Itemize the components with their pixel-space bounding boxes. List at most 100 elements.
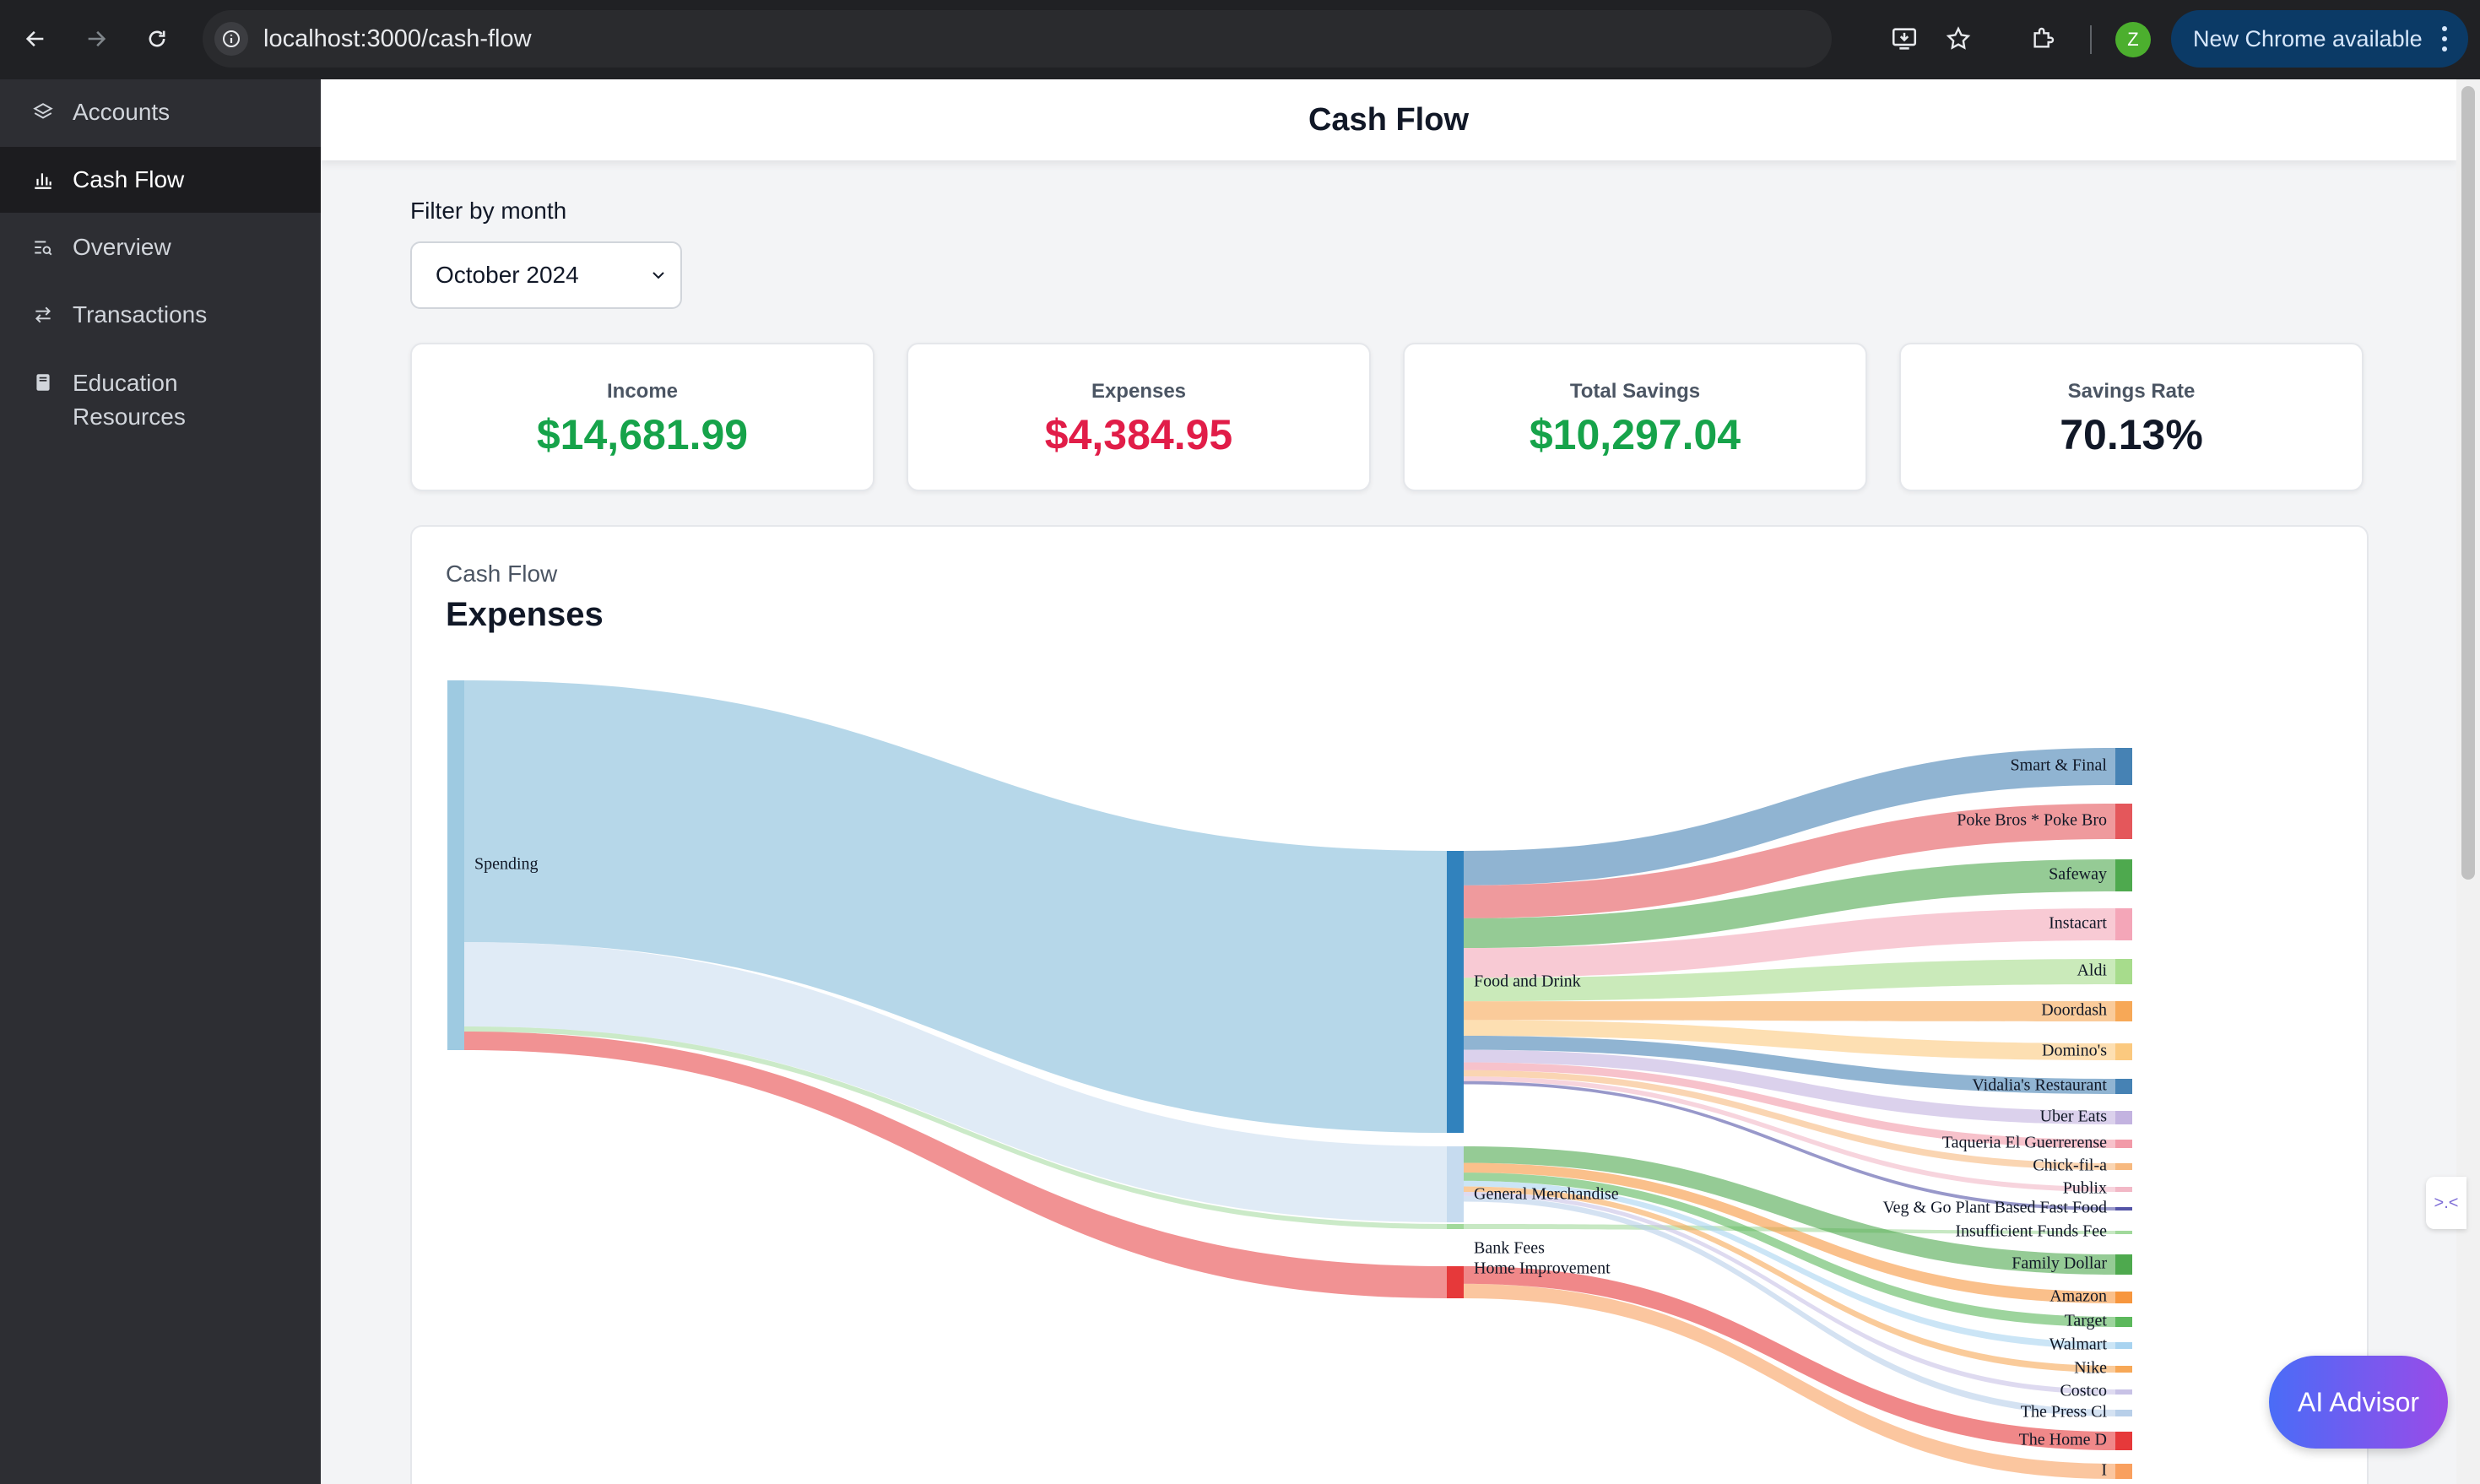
- sankey-node-publix[interactable]: [2115, 1187, 2132, 1192]
- sankey-link-taqueria-el-guerrerense: [1464, 1062, 2115, 1148]
- total-savings-card: Total Savings $10,297.04: [1403, 343, 1867, 491]
- stat-value: $10,297.04: [1529, 411, 1741, 458]
- sankey-link-the-home-d: [1464, 1266, 2115, 1450]
- sankey-link-amazon: [1464, 1162, 2115, 1303]
- forward-arrow-icon[interactable]: [76, 19, 116, 59]
- sankey-node-chick-fil-a[interactable]: [2115, 1163, 2132, 1170]
- sankey-node-food-and-drink[interactable]: [1447, 851, 1464, 1133]
- sankey-link-family-dollar: [1464, 1146, 2115, 1275]
- sankey-node-domino-s[interactable]: [2115, 1043, 2132, 1060]
- sankey-node-home-improvement[interactable]: [1447, 1266, 1464, 1298]
- sankey-node-uber-eats[interactable]: [2115, 1111, 2132, 1124]
- sidebar-item-accounts[interactable]: Accounts: [0, 79, 321, 145]
- sankey-node-safeway[interactable]: [2115, 859, 2132, 891]
- info-icon[interactable]: [214, 22, 248, 56]
- sankey-node-nike[interactable]: [2115, 1366, 2132, 1373]
- sankey-node-bank-fees[interactable]: [1447, 1224, 1464, 1229]
- page-scrollbar[interactable]: [2456, 79, 2480, 1484]
- sankey-node-doordash[interactable]: [2115, 1001, 2132, 1021]
- sankey-label-instacart: Instacart: [2049, 914, 2107, 933]
- sankey-link-veg-go-plant-based-fast-food: [1464, 1081, 2115, 1210]
- sankey-node-insufficient-funds-fee[interactable]: [2115, 1231, 2132, 1234]
- sankey-link-chick-fil-a: [1464, 1070, 2115, 1170]
- chrome-update-button[interactable]: New Chrome available: [2171, 10, 2468, 68]
- sankey-node-walmart[interactable]: [2115, 1342, 2132, 1349]
- stat-value: 70.13%: [2060, 411, 2203, 458]
- sankey-node-veg-go-plant-based-fast-food[interactable]: [2115, 1207, 2132, 1210]
- sankey-label-vidalia-s-restaurant: Vidalia's Restaurant: [1972, 1076, 2107, 1095]
- chart-title: Expenses: [446, 596, 604, 633]
- book-icon: [32, 371, 54, 393]
- sankey-label-general-merchandise: General Merchandise: [1474, 1185, 1619, 1204]
- sankey-link-instacart: [1464, 908, 2115, 978]
- sidebar-item-label: Accounts: [73, 99, 171, 125]
- sankey-node-instacart[interactable]: [2115, 908, 2132, 940]
- sankey-label-aldi: Aldi: [2077, 961, 2107, 980]
- sidebar-item-education-resources[interactable]: Education Resources: [0, 349, 321, 442]
- month-select[interactable]: October 2024: [410, 241, 682, 309]
- sankey-link-spending-general-merchandise: [464, 942, 1447, 1222]
- profile-avatar[interactable]: Z: [2115, 22, 2151, 57]
- stat-label: Expenses: [1091, 380, 1187, 403]
- sankey-link-smart-final: [1464, 748, 2115, 886]
- sankey-node-the-home-d[interactable]: [2115, 1432, 2132, 1450]
- sankey-link-publix: [1464, 1076, 2115, 1192]
- sankey-link-spending-home-improvement: [464, 1032, 1447, 1298]
- sidebar-item-transactions[interactable]: Transactions: [0, 282, 321, 348]
- main-content: Cash Flow Filter by month October 2024 I…: [321, 79, 2456, 1484]
- layers-icon: [32, 101, 54, 123]
- sidebar-item-overview[interactable]: Overview: [0, 214, 321, 280]
- expenses-card: Expenses $4,384.95: [907, 343, 1371, 491]
- sankey-node-amazon[interactable]: [2115, 1292, 2132, 1303]
- sankey-link-vidalia-s-restaurant: [1464, 1035, 2115, 1094]
- stat-label: Income: [606, 380, 679, 403]
- sankey-label-amazon: Amazon: [2050, 1287, 2107, 1306]
- sankey-node-vidalia-s-restaurant[interactable]: [2115, 1079, 2132, 1094]
- sankey-link-walmart: [1464, 1180, 2115, 1349]
- sankey-label-spending: Spending: [474, 855, 539, 874]
- address-bar[interactable]: localhost:3000/cash-flow: [203, 10, 1832, 68]
- back-arrow-icon[interactable]: [15, 19, 56, 59]
- toolbar-divider: [2090, 25, 2092, 54]
- sankey-node-family-dollar[interactable]: [2115, 1254, 2132, 1275]
- cash-flow-chart-card: Cash Flow Expenses Spending Food and Drin…: [410, 525, 2369, 1484]
- income-card: Income $14,681.99: [410, 343, 874, 491]
- extensions-icon[interactable]: [2024, 20, 2061, 57]
- sankey-label-uber-eats: Uber Eats: [2040, 1108, 2108, 1126]
- sidebar: Accounts Cash Flow Overview Transactions…: [0, 79, 321, 1484]
- scrollbar-thumb[interactable]: [2461, 86, 2475, 880]
- sankey-node-spending[interactable]: [447, 680, 464, 1050]
- sankey-node-target[interactable]: [2115, 1317, 2132, 1327]
- sankey-node-smart-final[interactable]: [2115, 748, 2132, 785]
- sankey-node-i[interactable]: [2115, 1464, 2132, 1479]
- sankey-label-smart-final: Smart & Final: [2011, 756, 2108, 775]
- sankey-link-aldi: [1464, 959, 2115, 1002]
- sankey-node-costco[interactable]: [2115, 1389, 2132, 1395]
- ai-advisor-button[interactable]: AI Advisor: [2269, 1356, 2448, 1449]
- update-label: New Chrome available: [2193, 25, 2423, 51]
- sankey-link-target: [1464, 1173, 2115, 1327]
- sankey-node-taqueria-el-guerrerense[interactable]: [2115, 1140, 2132, 1148]
- sankey-link-doordash: [1464, 1001, 2115, 1021]
- reload-icon[interactable]: [137, 19, 177, 59]
- sankey-node-general-merchandise[interactable]: [1447, 1146, 1464, 1222]
- stat-label: Total Savings: [1569, 380, 1701, 403]
- sankey-link-spending-food-and-drink: [464, 680, 1447, 1133]
- sankey-node-the-press-cl[interactable]: [2115, 1410, 2132, 1416]
- bar-chart-icon: [32, 169, 54, 191]
- sankey-node-poke-bros-poke-bro[interactable]: [2115, 804, 2132, 839]
- sankey-label-home-improvement: Home Improvement: [1474, 1259, 1611, 1278]
- star-icon[interactable]: [1940, 20, 1977, 57]
- sankey-node-aldi[interactable]: [2115, 959, 2132, 984]
- sankey-label-doordash: Doordash: [2041, 1001, 2107, 1020]
- sankey-link-domino-s: [1464, 1020, 2115, 1060]
- sankey-label-i: I: [2101, 1461, 2107, 1480]
- url-text[interactable]: localhost:3000/cash-flow: [263, 25, 532, 52]
- devtools-side-tab[interactable]: >.<: [2426, 1177, 2466, 1229]
- sidebar-item-cash-flow[interactable]: Cash Flow: [0, 147, 321, 213]
- install-app-icon[interactable]: [1886, 20, 1923, 57]
- chevron-down-icon: [652, 272, 664, 279]
- swap-arrows-icon: [32, 304, 54, 326]
- sankey-label-family-dollar: Family Dollar: [2012, 1254, 2107, 1273]
- more-vert-icon[interactable]: [2441, 24, 2448, 53]
